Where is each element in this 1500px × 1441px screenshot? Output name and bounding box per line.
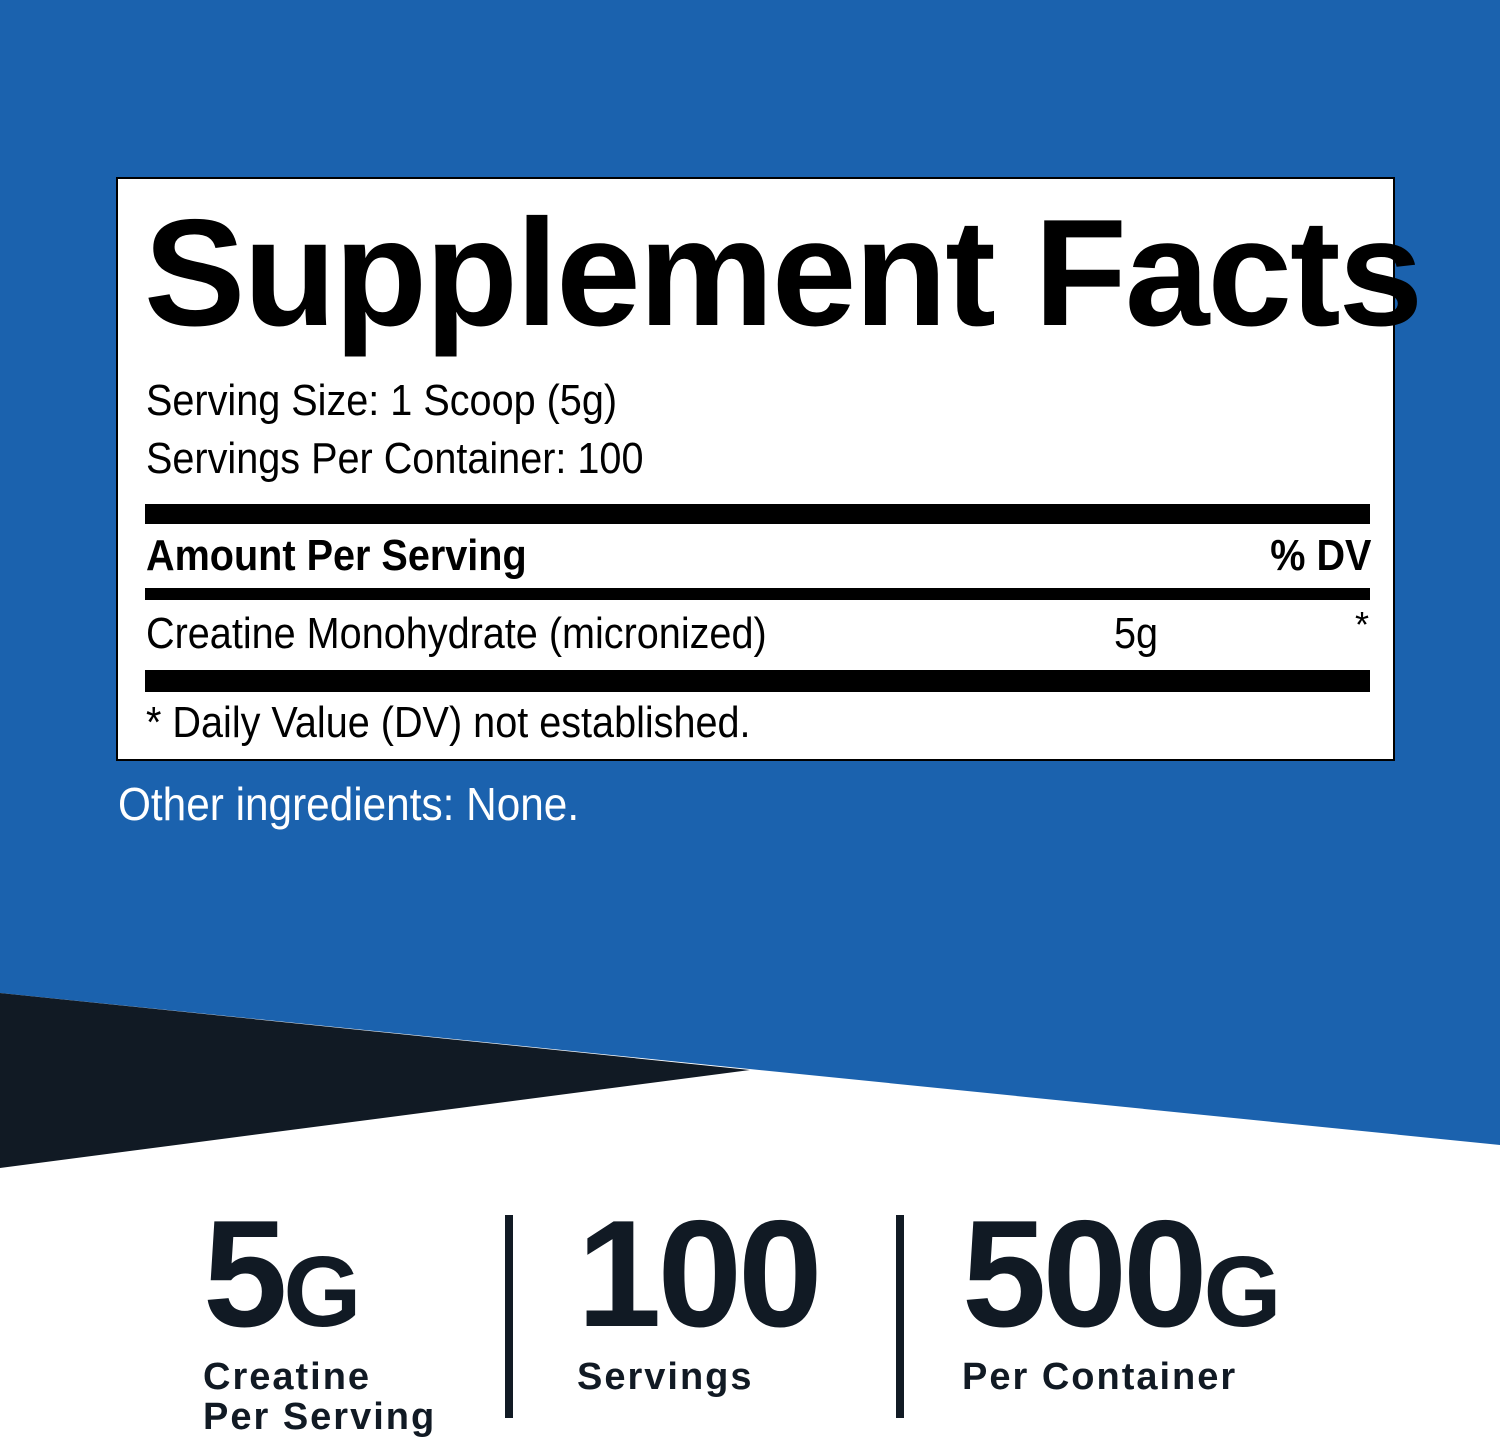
- amount-per-serving-header: Amount Per Serving: [146, 531, 527, 580]
- stat-unit: G: [1203, 1236, 1282, 1348]
- ingredient-name: Creatine Monohydrate (micronized): [146, 609, 767, 658]
- other-ingredients: Other ingredients: None.: [118, 778, 580, 830]
- servings-per-container: Servings Per Container: 100: [146, 434, 644, 483]
- stat-value: 100: [577, 1189, 823, 1359]
- divider-medium: [145, 588, 1370, 600]
- divider-thick: [145, 504, 1370, 524]
- stat-creatine-per-serving: 5G Creatine Per Serving: [203, 1198, 436, 1438]
- ingredient-dv: *: [1354, 604, 1369, 645]
- stat-caption: Creatine: [203, 1356, 372, 1398]
- supplement-facts-label: Supplement Facts Serving Size: 1 Scoop (…: [116, 177, 1423, 761]
- stat-caption: Servings: [577, 1356, 754, 1398]
- dv-header: % DV: [1269, 531, 1371, 580]
- stat-divider: [896, 1215, 904, 1418]
- divider-thick-bottom: [145, 670, 1370, 692]
- stat-servings: 100 Servings: [577, 1198, 823, 1398]
- stat-caption: Per Serving: [203, 1395, 437, 1438]
- label-title: Supplement Facts: [144, 188, 1423, 358]
- footnote: * Daily Value (DV) not established.: [146, 698, 751, 747]
- stat-caption: Per Container: [962, 1356, 1238, 1398]
- stat-per-container: 500G Per Container: [962, 1198, 1281, 1398]
- ingredient-amount: 5g: [1114, 609, 1159, 658]
- stat-value: 500: [962, 1189, 1208, 1359]
- stat-divider: [505, 1215, 513, 1418]
- serving-size: Serving Size: 1 Scoop (5g): [146, 376, 618, 425]
- stat-value: 5: [203, 1189, 288, 1359]
- dark-wedge: [0, 993, 750, 1168]
- stat-unit: G: [283, 1236, 362, 1348]
